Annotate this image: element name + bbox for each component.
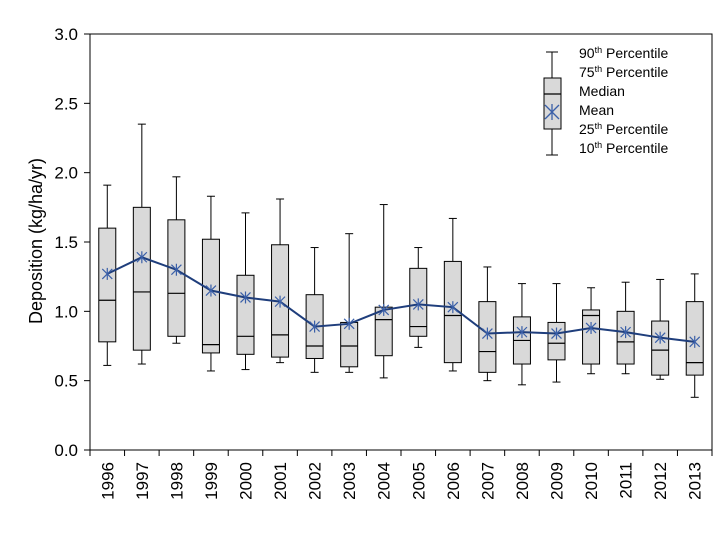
x-tick-label: 2003 — [340, 462, 359, 500]
x-axis: 1996 1997 1998 1999 2000 2001 2002 2003 2004 2005… — [89, 450, 713, 500]
y-tick-label: 1.0 — [54, 302, 78, 321]
mean-series — [101, 251, 701, 348]
legend-label-p90: 90th Percentile — [579, 45, 668, 61]
x-tick-label: 2010 — [582, 462, 601, 500]
box-1997 — [132, 123, 151, 365]
mean-marker-1998 — [170, 263, 182, 276]
mean-marker-2007 — [481, 327, 493, 340]
mean-marker-2009 — [551, 327, 562, 340]
x-tick-label: 2013 — [686, 462, 705, 500]
box-2005 — [409, 247, 428, 348]
box-1998 — [167, 176, 186, 344]
y-axis-title: Deposition (kg/ha/yr) — [26, 158, 46, 324]
legend-label-p25: 25th Percentile — [579, 121, 668, 137]
x-tick-label: 2002 — [306, 462, 325, 500]
legend-label-mean: Mean — [579, 102, 614, 118]
mean-marker-2011 — [620, 326, 632, 339]
x-tick-label: 2004 — [375, 462, 394, 500]
mean-marker-2006 — [447, 301, 459, 314]
box-2009 — [547, 283, 566, 383]
y-tick-label: 0.5 — [54, 372, 78, 391]
x-tick-label: 1999 — [202, 462, 221, 500]
box-2006 — [443, 217, 462, 372]
mean-marker-1999 — [205, 284, 217, 297]
box-2001 — [271, 198, 290, 364]
mean-marker-2002 — [309, 320, 321, 333]
legend-mean-marker — [544, 104, 560, 120]
legend-box — [543, 77, 562, 130]
y-tick-label: 2.5 — [54, 94, 78, 113]
x-tick-label: 2006 — [444, 462, 463, 500]
mean-line — [106, 256, 695, 343]
mean-marker-2008 — [516, 326, 528, 339]
x-tick-label: 2011 — [617, 462, 636, 499]
box-iqr — [98, 227, 117, 343]
boxes — [98, 123, 704, 398]
x-tick-label: 2001 — [271, 462, 290, 500]
x-tick-label: 2009 — [548, 462, 567, 500]
box-1999 — [201, 195, 220, 372]
box-iqr — [236, 274, 255, 355]
legend: 90th Percentile 75th Percentile Median M… — [543, 45, 668, 156]
x-tick-label: 2012 — [651, 462, 670, 500]
x-tick-label: 1996 — [98, 462, 117, 500]
box-iqr — [582, 309, 601, 365]
legend-label-median: Median — [579, 83, 625, 99]
x-tick-label: 2008 — [513, 462, 532, 500]
box-1996 — [98, 184, 117, 366]
box-2004 — [374, 204, 393, 379]
mean-marker-2012 — [654, 331, 666, 344]
x-tick-label: 1997 — [133, 462, 152, 500]
mean-marker-1996 — [101, 267, 113, 280]
x-tick-label: 2005 — [409, 462, 428, 500]
mean-marker-2005 — [412, 298, 424, 311]
mean-marker-1997 — [136, 251, 148, 264]
box-2000 — [236, 212, 255, 371]
box-2003 — [340, 233, 359, 373]
x-tick-label: 1998 — [167, 462, 186, 500]
y-tick-label: 1.5 — [54, 233, 78, 252]
mean-marker-2003 — [343, 317, 355, 330]
box-2002 — [305, 247, 324, 373]
box-iqr — [547, 321, 566, 361]
mean-marker-2010 — [585, 321, 597, 334]
box-iqr — [132, 206, 151, 351]
y-tick-label: 3.0 — [54, 25, 78, 44]
mean-marker-2013 — [689, 335, 701, 348]
legend-label-p10: 10th Percentile — [579, 140, 668, 156]
box-2012 — [651, 278, 670, 380]
y-tick-label: 2.0 — [54, 164, 78, 183]
box-2007 — [478, 266, 497, 382]
x-tick-label: 2007 — [478, 462, 497, 500]
y-axis: 0.0 0.5 1.0 1.5 2.0 2.5 3.0 — [54, 25, 90, 460]
y-tick-label: 0.0 — [54, 441, 78, 460]
box-iqr — [651, 320, 670, 376]
mean-marker-2001 — [274, 295, 286, 308]
box-iqr — [167, 219, 186, 337]
box-2013 — [685, 273, 704, 398]
legend-label-p75: 75th Percentile — [579, 64, 668, 80]
mean-marker-2004 — [378, 303, 390, 316]
x-tick-label: 2000 — [237, 462, 256, 500]
mean-marker-2000 — [240, 291, 251, 304]
